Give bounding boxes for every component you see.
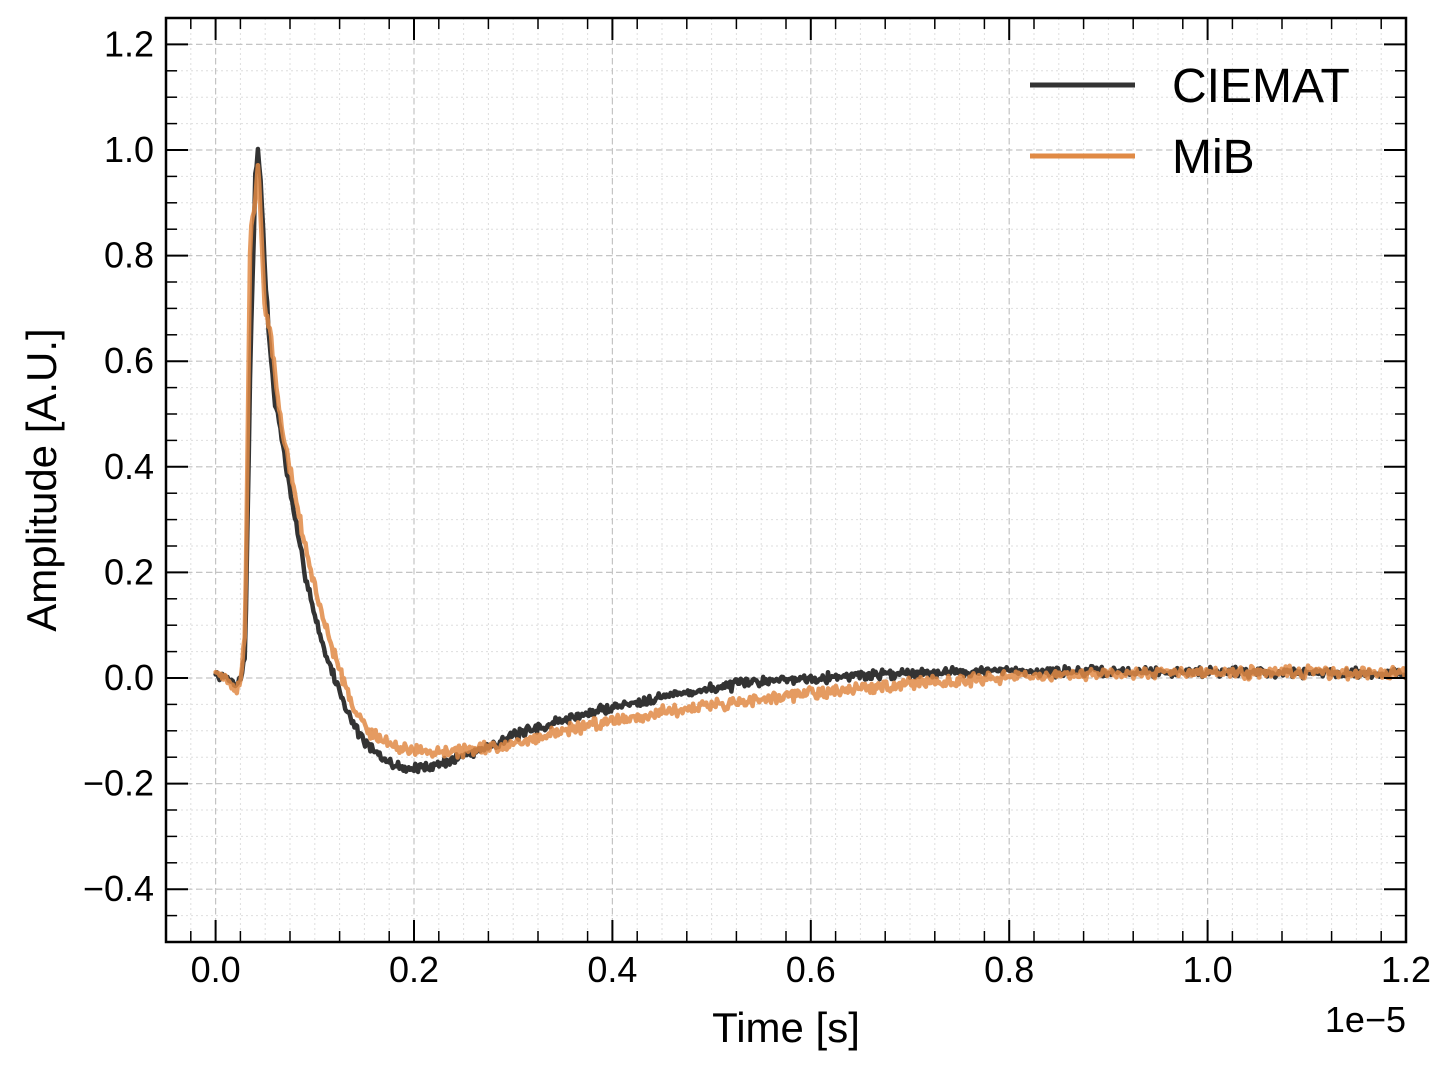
y-tick-label: 0.0 [104, 657, 154, 698]
y-tick-label: −0.2 [83, 763, 154, 804]
x-axis-label: Time [s] [712, 1004, 860, 1051]
x-tick-label: 1.2 [1381, 949, 1431, 990]
y-tick-label: 1.0 [104, 129, 154, 170]
series-line-mib [213, 162, 1406, 760]
grid [166, 17, 1407, 943]
y-axis-label: Amplitude [A.U.] [18, 328, 65, 631]
y-tick-label: 0.8 [104, 235, 154, 276]
series-layer [213, 146, 1406, 775]
y-tick-label: −0.4 [83, 868, 154, 909]
tick-labels: 0.0 0.2 0.4 0.6 0.8 1.0 1.2 −0.4 −0.2 0.0 0.2 0.4 0.… [83, 23, 1431, 990]
x-tick-label: 0.4 [587, 949, 637, 990]
y-tick-label: 0.4 [104, 446, 154, 487]
y-tick-label: 0.6 [104, 340, 154, 381]
x-tick-label: 0.6 [786, 949, 836, 990]
x-tick-label: 1.0 [1183, 949, 1233, 990]
plot-frame [164, 16, 1408, 944]
y-tick-label: 0.2 [104, 551, 154, 592]
y-tick-label: 1.2 [104, 23, 154, 64]
x-offset-label: 1e−5 [1325, 999, 1406, 1040]
legend-label-mib: MiB [1172, 131, 1255, 184]
x-tick-label: 0.2 [389, 949, 439, 990]
legend: CIEMAT MiB [1030, 60, 1350, 184]
legend-label-ciemat: CIEMAT [1172, 60, 1350, 113]
x-tick-label: 0.0 [191, 949, 241, 990]
x-tick-label: 0.8 [984, 949, 1034, 990]
